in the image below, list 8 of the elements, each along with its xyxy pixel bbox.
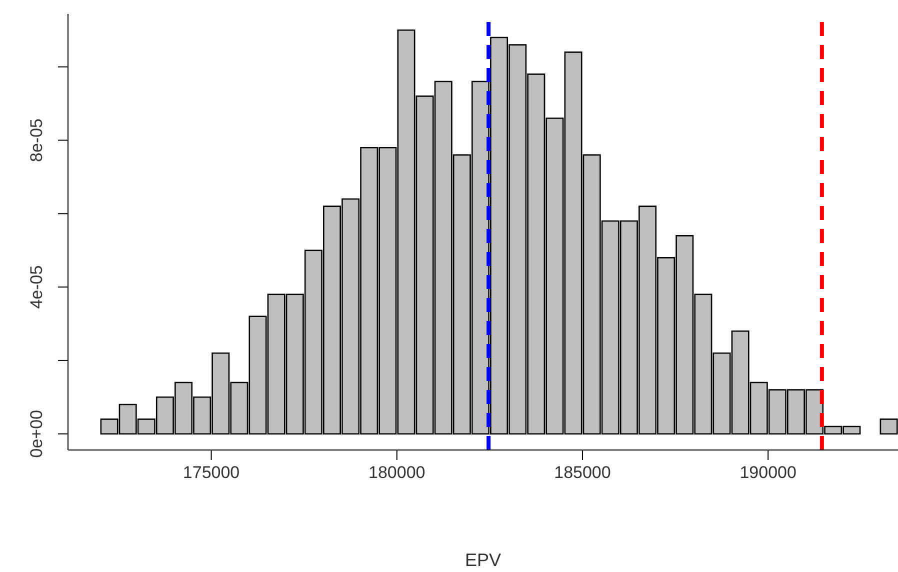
x-tick-label: 175000	[182, 463, 240, 482]
y-tick-label: 0e+00	[27, 410, 46, 458]
x-tick-label: 185000	[554, 463, 611, 482]
x-tick-label: 190000	[740, 463, 796, 482]
x-axis-title: EPV	[464, 550, 502, 570]
y-tick-label: 8e-05	[27, 118, 46, 162]
x-tick-label: 180000	[368, 463, 426, 482]
y-tick-label: 4e-05	[27, 265, 46, 309]
